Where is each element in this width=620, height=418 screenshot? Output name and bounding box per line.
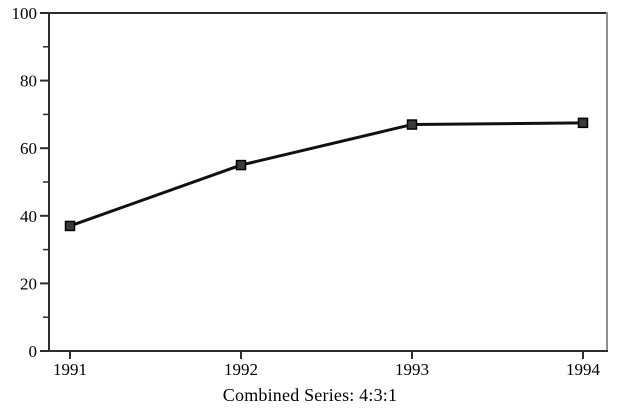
x-tick-label: 1993 <box>395 360 429 379</box>
y-tick-label: 0 <box>29 342 38 361</box>
data-point-1992 <box>235 159 247 171</box>
y-tick-label: 40 <box>20 207 37 226</box>
chart-caption: Combined Series: 4:3:1 <box>222 385 398 405</box>
data-point-1994 <box>577 117 589 129</box>
series-line <box>68 121 585 228</box>
x-tick-label: 1992 <box>224 360 258 379</box>
y-tick-label: 80 <box>20 72 37 91</box>
y-tick-label: 60 <box>20 139 37 158</box>
data-point-1991 <box>64 220 76 232</box>
x-tick-label: 1994 <box>566 360 601 379</box>
data-point-1993 <box>406 119 418 130</box>
y-tick-label: 100 <box>12 4 38 23</box>
x-tick-label: 1991 <box>53 360 87 379</box>
y-tick-label: 20 <box>20 274 37 293</box>
